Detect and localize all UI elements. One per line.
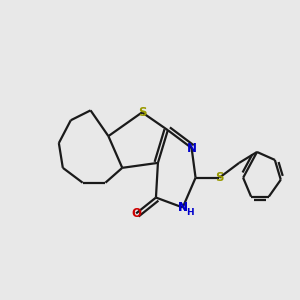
Text: N: N [187, 142, 196, 154]
Text: S: S [215, 171, 224, 184]
Text: S: S [138, 106, 146, 119]
Text: O: O [131, 207, 141, 220]
Text: H: H [186, 208, 194, 217]
Text: N: N [178, 201, 188, 214]
Text: N: N [178, 201, 188, 214]
